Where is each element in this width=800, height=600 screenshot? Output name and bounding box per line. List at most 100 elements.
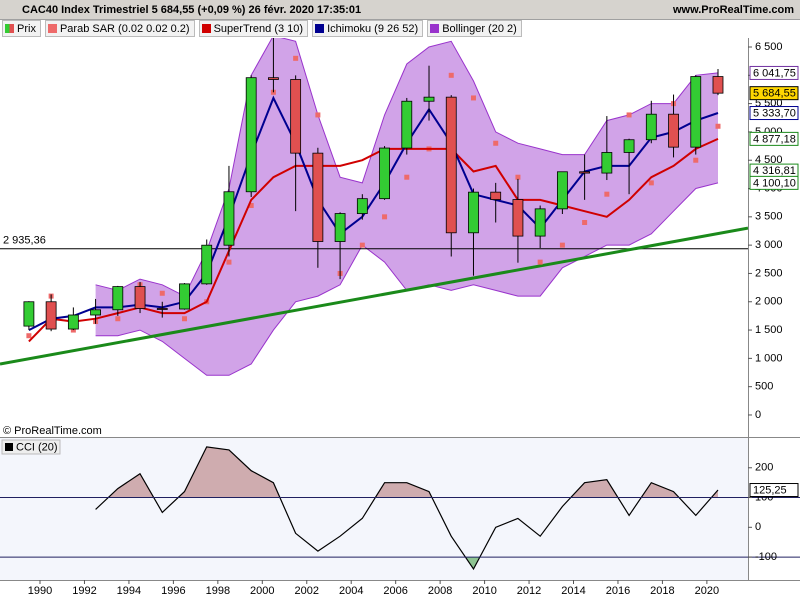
candle-body [156, 308, 168, 310]
legend: Prix Parab SAR (0.02 0.02 0.2) SuperTrend … [0, 20, 522, 37]
x-tick-label: 2006 [383, 585, 407, 597]
candle-body [690, 76, 702, 148]
x-tick-label: 1994 [117, 585, 141, 597]
candle-body [645, 113, 657, 141]
x-tick-label: 1992 [72, 585, 96, 597]
y-tick-label: 0 [755, 409, 761, 421]
candle-body [45, 301, 57, 330]
candle-body [468, 191, 479, 234]
candle-body [134, 286, 146, 309]
candle-body [534, 208, 546, 237]
sar-dot [226, 259, 232, 265]
cci-title: CCI (20) [16, 441, 58, 453]
candle-body [712, 76, 724, 94]
sar-dot [159, 290, 165, 296]
legend-item: Prix [2, 20, 41, 37]
price-label: 4 100,10 [753, 177, 796, 189]
price-label-box [749, 175, 799, 190]
sar-dot [293, 55, 299, 61]
sar-dot [470, 95, 476, 101]
sar-dot [359, 242, 365, 248]
y-tick-label: 1 000 [755, 352, 783, 364]
legend-label: Prix [17, 22, 36, 35]
candle-body [445, 96, 457, 234]
candle-body [268, 77, 279, 80]
x-tick-label: 2008 [428, 585, 452, 597]
candle-body [312, 152, 324, 242]
value-label-box [749, 483, 799, 498]
sar-dot [493, 140, 499, 146]
x-tick-label: 2018 [650, 585, 674, 597]
x-tick-label: 2016 [606, 585, 630, 597]
x-tick-label: 2014 [561, 585, 585, 597]
value-label: 125,25 [753, 484, 787, 496]
sar-dot [537, 259, 543, 265]
x-tick-label: 2020 [695, 585, 719, 597]
legend-swatch [201, 24, 211, 33]
candle-body [512, 199, 524, 237]
legend-swatch [430, 24, 440, 33]
legend-swatch [47, 24, 57, 33]
candle-body [23, 301, 35, 327]
price-label-box [749, 86, 799, 101]
candle-body [245, 77, 257, 193]
x-tick-label: 1996 [161, 585, 185, 597]
sar-dot [315, 112, 321, 118]
price-label-box [749, 65, 799, 80]
legend-label: Bollinger (20 2) [442, 22, 517, 35]
y-tick-label: 200 [755, 462, 773, 474]
y-tick-label: -100 [755, 551, 777, 563]
candle-body [401, 100, 413, 149]
x-tick-label: 2010 [472, 585, 496, 597]
legend-label: Parab SAR (0.02 0.02 0.2) [59, 22, 190, 35]
cci-plot [0, 438, 748, 580]
sar-dot [626, 112, 632, 118]
candle-body [556, 171, 568, 210]
y-tick-label: 1 500 [755, 324, 783, 336]
x-tick-label: 2000 [250, 585, 274, 597]
y-tick-label: 2 000 [755, 296, 783, 308]
y-tick-label: 0 [755, 521, 761, 533]
legend-swatch [5, 24, 14, 33]
candle-body [356, 198, 368, 214]
price-label: 4 877,18 [753, 133, 796, 145]
sar-dot [404, 174, 410, 180]
candle-body [423, 96, 435, 102]
chart-title: CAC40 Index Trimestriel 5 684,55 (+0,09 … [22, 4, 362, 16]
sar-dot [582, 219, 588, 225]
sar-dot [181, 316, 187, 322]
candle-body [90, 309, 101, 316]
legend-label: SuperTrend (3 10) [213, 22, 304, 35]
axes: © ProRealTime.com 0 500 1 000 1 500 2 000 2 5… [0, 38, 800, 597]
candle-body [223, 191, 235, 246]
candle-body [290, 79, 302, 154]
legend-item: SuperTrend (3 10) [198, 20, 309, 37]
source-note: © ProRealTime.com [3, 425, 102, 437]
y-tick-label: 2 500 [755, 267, 783, 279]
sar-dot [382, 214, 388, 220]
website[interactable]: www.ProRealTime.com [672, 4, 794, 16]
x-tick-label: 1998 [206, 585, 230, 597]
price-label: 6 041,75 [753, 67, 796, 79]
sar-dot [26, 333, 32, 339]
sar-dot [648, 180, 654, 186]
price-label-box [749, 131, 799, 146]
sar-dot [515, 174, 521, 180]
cci-overbought-fill [108, 446, 718, 498]
cci-line [95, 446, 719, 571]
legend-item: Bollinger (20 2) [427, 20, 522, 37]
bollinger-upper [95, 38, 719, 297]
price-label: 5 684,55 [753, 88, 796, 100]
y-tick-label: 3 000 [755, 239, 783, 251]
x-tick-label: 2004 [339, 585, 363, 597]
legend-item: Ichimoku (9 26 52) [312, 20, 424, 37]
y-tick-label: 3 500 [755, 211, 783, 223]
trendline [0, 226, 748, 366]
sar-dot [604, 191, 610, 197]
candle-body [334, 213, 346, 242]
horizontal-line-label: 2 935,36 [3, 235, 46, 247]
y-tick-label: 4 500 [755, 154, 783, 166]
candle-body [623, 139, 635, 153]
